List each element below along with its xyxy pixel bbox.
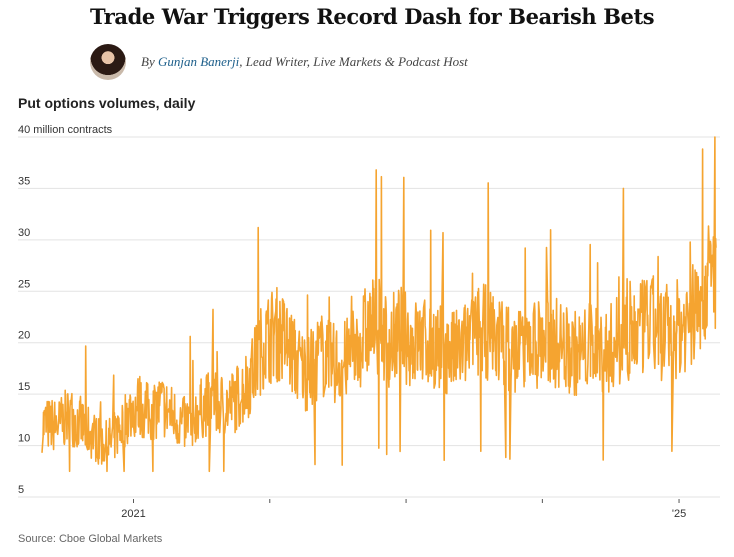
byline-text: By Gunjan Banerji, Lead Writer, Live Mar… [141,54,468,70]
x-tick-label: 2021 [121,508,145,520]
byline-prefix: By [141,54,155,69]
y-tick: 25 [18,278,30,290]
y-tick: 15 [18,381,30,393]
y-tick-label: 15 [18,381,30,393]
y-tick-label: 30 [18,227,30,239]
headline: Trade War Triggers Record Dash for Beari… [90,4,655,29]
x-tick-label: '25 [672,508,686,520]
y-tick-label: 5 [18,484,24,496]
author-role: , Lead Writer, Live Markets & Podcast Ho… [239,54,468,69]
y-tick: 10 [18,433,30,445]
x-tick: '25 [672,508,686,520]
y-tick-label: 10 [18,433,30,445]
author-avatar[interactable] [90,44,126,80]
x-tick: 2021 [121,508,145,520]
y-tick: 5 [18,484,24,496]
y-tick-label: 40 million contracts [18,124,113,136]
y-tick-label: 25 [18,278,30,290]
chart-source: Source: Cboe Global Markets [18,533,163,545]
y-tick: 35 [18,175,30,187]
y-tick-label: 20 [18,330,30,342]
y-tick-label: 35 [18,175,30,187]
y-tick: 20 [18,330,30,342]
y-tick: 30 [18,227,30,239]
series-line [41,136,717,473]
chart-title: Put options volumes, daily [18,95,196,111]
y-tick: 40 million contracts [18,124,113,136]
byline: By Gunjan Banerji, Lead Writer, Live Mar… [90,43,468,81]
author-link[interactable]: Gunjan Banerji [157,54,240,69]
